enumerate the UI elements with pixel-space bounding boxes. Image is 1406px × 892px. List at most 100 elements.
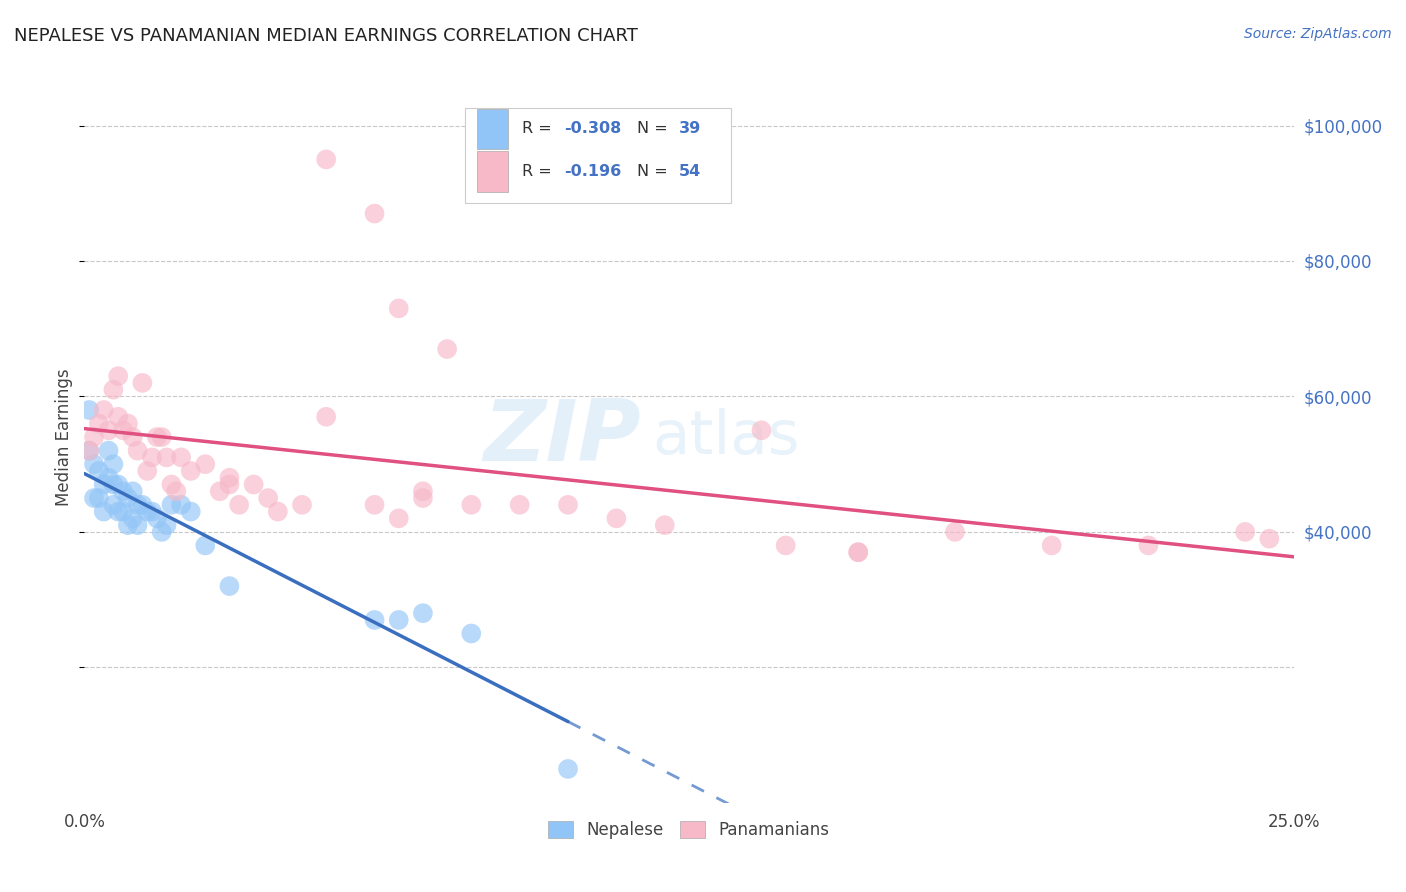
Point: [228, 498, 250, 512]
Point: [77, 443, 100, 458]
Point: [146, 511, 169, 525]
Point: [846, 545, 869, 559]
Point: [943, 524, 966, 539]
Point: [165, 484, 187, 499]
Point: [363, 613, 385, 627]
Point: [93, 403, 115, 417]
Point: [751, 423, 773, 437]
Point: [136, 464, 159, 478]
Bar: [478, 109, 508, 149]
Point: [257, 491, 280, 505]
Point: [87, 491, 110, 505]
Text: -0.308: -0.308: [564, 121, 621, 136]
Point: [83, 457, 105, 471]
Point: [315, 153, 337, 167]
Point: [218, 579, 240, 593]
Point: [291, 498, 314, 512]
Point: [117, 491, 139, 505]
Point: [97, 471, 120, 485]
Point: [97, 443, 120, 458]
Point: [388, 613, 411, 627]
Point: [654, 518, 676, 533]
Point: [77, 443, 100, 458]
Point: [846, 545, 869, 559]
Point: [103, 383, 125, 397]
Point: [87, 464, 110, 478]
Point: [141, 450, 163, 465]
Point: [131, 376, 153, 390]
Point: [242, 477, 264, 491]
Point: [1040, 538, 1063, 552]
Point: [1258, 532, 1281, 546]
Point: [412, 606, 434, 620]
Point: [103, 498, 125, 512]
Text: R =: R =: [522, 164, 557, 179]
Point: [150, 524, 173, 539]
Point: [97, 423, 120, 437]
Point: [121, 430, 143, 444]
Text: ZIP: ZIP: [482, 395, 641, 479]
Point: [107, 477, 129, 491]
Point: [557, 498, 579, 512]
Point: [93, 505, 115, 519]
Point: [208, 484, 231, 499]
Point: [605, 511, 627, 525]
Point: [218, 471, 240, 485]
Point: [121, 484, 143, 499]
Point: [194, 538, 217, 552]
Point: [194, 457, 217, 471]
Point: [131, 498, 153, 512]
Point: [267, 505, 290, 519]
Point: [77, 403, 100, 417]
Point: [103, 457, 125, 471]
Text: -0.196: -0.196: [564, 164, 621, 179]
Point: [436, 342, 458, 356]
Text: 39: 39: [679, 121, 702, 136]
Point: [107, 505, 129, 519]
Point: [180, 505, 202, 519]
Point: [127, 498, 149, 512]
Point: [127, 443, 149, 458]
Point: [121, 511, 143, 525]
Point: [412, 491, 434, 505]
Point: [388, 301, 411, 316]
Text: atlas: atlas: [652, 408, 800, 467]
Point: [170, 450, 193, 465]
Text: R =: R =: [522, 121, 557, 136]
Text: NEPALESE VS PANAMANIAN MEDIAN EARNINGS CORRELATION CHART: NEPALESE VS PANAMANIAN MEDIAN EARNINGS C…: [14, 27, 638, 45]
Point: [87, 417, 110, 431]
Point: [155, 518, 177, 533]
Point: [127, 518, 149, 533]
Point: [155, 450, 177, 465]
Text: Source: ZipAtlas.com: Source: ZipAtlas.com: [1244, 27, 1392, 41]
Point: [1137, 538, 1160, 552]
Point: [557, 762, 579, 776]
Point: [103, 477, 125, 491]
Point: [218, 477, 240, 491]
Point: [363, 498, 385, 512]
Point: [136, 505, 159, 519]
Point: [83, 491, 105, 505]
Point: [112, 423, 135, 437]
Point: [412, 484, 434, 499]
Point: [107, 409, 129, 424]
Legend: Nepalese, Panamanians: Nepalese, Panamanians: [541, 814, 837, 846]
Point: [1234, 524, 1257, 539]
Point: [509, 498, 531, 512]
Point: [363, 206, 385, 220]
Point: [107, 369, 129, 384]
Point: [460, 498, 482, 512]
Point: [160, 477, 183, 491]
Point: [93, 477, 115, 491]
Text: N =: N =: [637, 164, 673, 179]
Point: [170, 498, 193, 512]
Point: [180, 464, 202, 478]
Point: [117, 417, 139, 431]
Point: [141, 505, 163, 519]
Point: [146, 430, 169, 444]
Bar: [478, 152, 508, 192]
Y-axis label: Median Earnings: Median Earnings: [55, 368, 73, 506]
Point: [315, 409, 337, 424]
Point: [112, 484, 135, 499]
Point: [460, 626, 482, 640]
